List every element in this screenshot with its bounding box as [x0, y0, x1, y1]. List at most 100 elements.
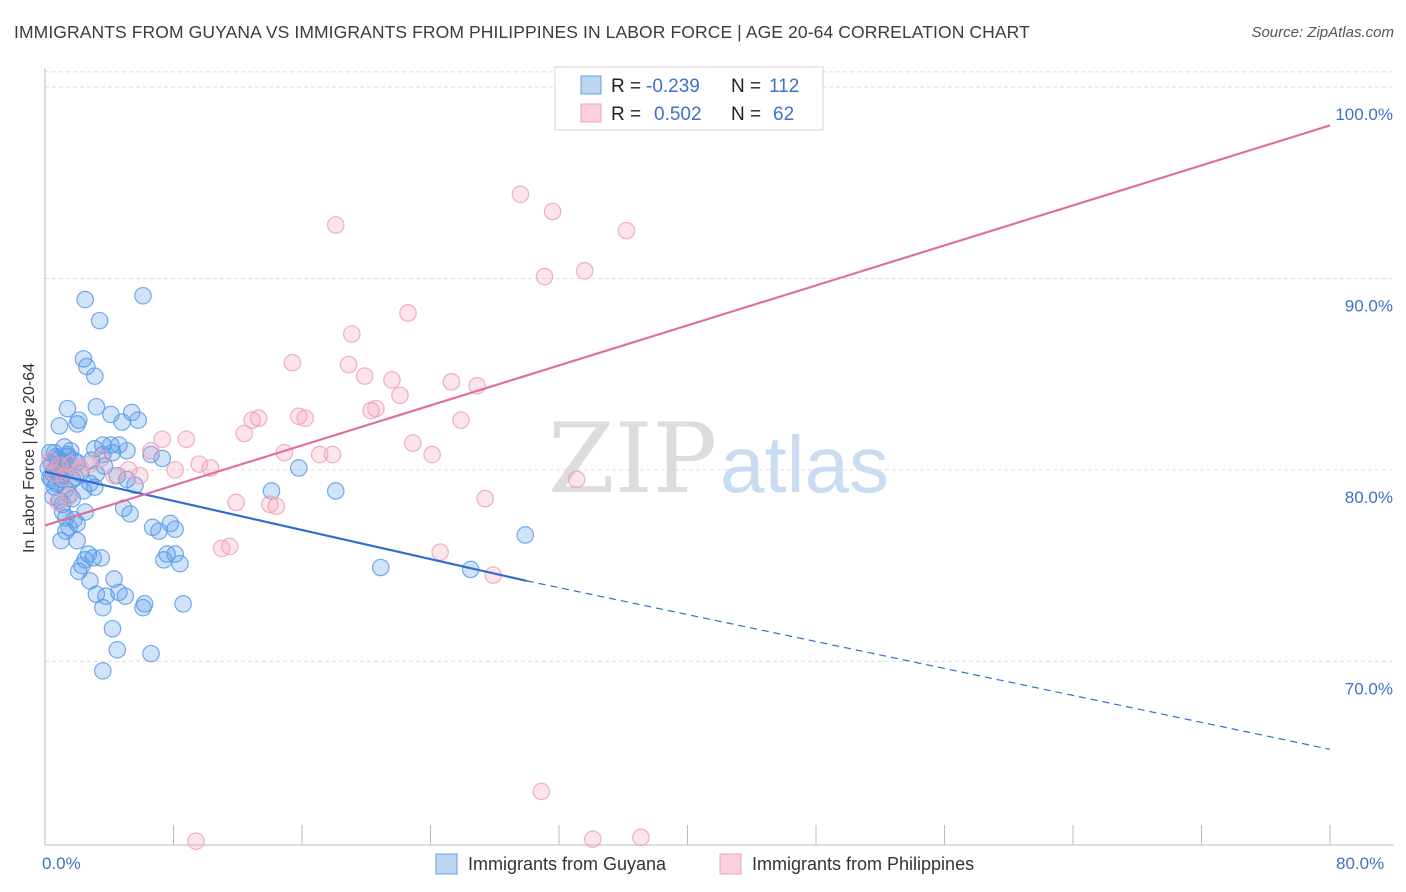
- philippines-point: [383, 371, 401, 389]
- philippines-point: [166, 461, 184, 479]
- guyana-trend-line: [44, 470, 528, 582]
- y-tick-label-0: 70.0%: [1345, 679, 1393, 698]
- trend-lines: [44, 124, 1331, 750]
- philippines-point: [41, 451, 59, 470]
- watermark: ZIP atlas: [548, 403, 889, 515]
- philippines-point: [617, 221, 636, 240]
- y-tick-label-2: 90.0%: [1345, 297, 1393, 316]
- bottom-legend-label-philippines: Immigrants from Philippines: [752, 854, 974, 874]
- philippines-point: [339, 355, 358, 374]
- philippines-point: [130, 466, 149, 485]
- philippines-point: [235, 424, 253, 443]
- series-philippines: [41, 78, 732, 850]
- philippines-trend-line: [44, 124, 1331, 527]
- legend-swatch-guyana: [580, 75, 602, 95]
- bottom-legend-label-guyana: Immigrants from Guyana: [468, 854, 667, 874]
- guyana-point: [90, 311, 109, 330]
- guyana-point: [94, 662, 112, 680]
- guyana-point: [135, 595, 154, 613]
- philippines-point: [243, 411, 262, 429]
- guyana-point: [108, 640, 127, 659]
- legend-n-value-philippines: 62: [773, 104, 794, 125]
- bottom-legend-swatch-guyana: [435, 853, 458, 875]
- philippines-point: [342, 325, 361, 343]
- chart-title: IMMIGRANTS FROM GUYANA VS IMMIGRANTS FRO…: [14, 22, 1030, 42]
- watermark-zip: ZIP: [548, 403, 717, 515]
- guyana-point: [103, 443, 122, 462]
- philippines-point: [49, 493, 67, 512]
- guyana-point: [85, 367, 104, 385]
- gridlines: [45, 71, 1392, 662]
- stats-legend: R = -0.239 N = 112 R = 0.502 N = 62: [554, 66, 824, 131]
- legend-r-value-guyana: -0.239: [646, 76, 700, 97]
- legend-r-label-guyana: R =: [611, 76, 641, 97]
- philippines-point: [283, 353, 302, 372]
- x-tick-label-min: 0.0%: [42, 854, 81, 873]
- guyana-point: [289, 459, 308, 477]
- philippines-point: [261, 495, 279, 514]
- axes: [44, 68, 1394, 846]
- guyana-point: [92, 549, 111, 567]
- guyana-point: [129, 411, 147, 429]
- philippines-point: [310, 445, 329, 464]
- philippines-point: [404, 434, 422, 452]
- philippines-point: [190, 455, 208, 473]
- guyana-point: [166, 520, 184, 539]
- guyana-point: [58, 399, 77, 418]
- guyana-point: [103, 619, 122, 638]
- philippines-point: [227, 493, 245, 512]
- y-tick-labels: 70.0% 80.0% 90.0% 100.0%: [1335, 105, 1393, 698]
- philippines-point: [326, 216, 345, 234]
- guyana-point: [126, 476, 144, 495]
- guyana-point: [171, 554, 189, 573]
- philippines-point: [81, 455, 99, 473]
- philippines-point: [92, 449, 111, 468]
- guyana-point: [105, 570, 123, 588]
- y-tick-label-1: 80.0%: [1345, 488, 1393, 507]
- guyana-point: [118, 441, 136, 460]
- guyana-point: [68, 531, 86, 550]
- guyana-point: [76, 290, 94, 309]
- chart-source: Source: ZipAtlas.com: [1251, 24, 1394, 41]
- guyana-point: [116, 587, 135, 606]
- legend-r-label-philippines: R =: [611, 104, 641, 125]
- y-axis-label: In Labor Force | Age 20-64: [21, 363, 38, 553]
- series-guyana: [39, 286, 535, 680]
- bottom-legend-swatch-philippines: [719, 853, 742, 875]
- philippines-point: [452, 411, 470, 429]
- guyana-point: [516, 526, 535, 544]
- guyana-point: [87, 397, 106, 416]
- philippines-point: [119, 461, 138, 479]
- philippines-point: [476, 489, 494, 508]
- philippines-point: [511, 185, 530, 204]
- philippines-point: [187, 832, 205, 850]
- guyana-point: [121, 505, 139, 523]
- philippines-point: [153, 430, 172, 449]
- philippines-point: [323, 445, 342, 464]
- philippines-point: [267, 497, 286, 516]
- guyana-point: [142, 445, 160, 464]
- guyana-point: [166, 545, 184, 563]
- guyana-point: [161, 514, 180, 533]
- legend-swatch-philippines: [580, 103, 602, 123]
- philippines-point: [567, 470, 586, 489]
- guyana-trend-extension: [526, 580, 1331, 750]
- philippines-point: [583, 830, 602, 849]
- philippines-point: [423, 445, 441, 464]
- philippines-point: [367, 399, 385, 418]
- legend-r-value-philippines: 0.502: [654, 104, 702, 125]
- philippines-point: [575, 262, 594, 280]
- watermark-atlas: atlas: [720, 420, 889, 509]
- philippines-point: [391, 386, 409, 405]
- x-tick-label-max: 80.0%: [1336, 854, 1384, 873]
- guyana-point: [174, 595, 192, 613]
- y-tick-label-3: 100.0%: [1335, 105, 1393, 124]
- philippines-point: [71, 459, 90, 477]
- philippines-point: [289, 407, 308, 426]
- philippines-point: [431, 543, 449, 561]
- philippines-point: [220, 537, 239, 556]
- series-legend: Immigrants from Guyana Immigrants from P…: [435, 853, 974, 875]
- guyana-point: [94, 598, 112, 617]
- philippines-point: [296, 409, 315, 428]
